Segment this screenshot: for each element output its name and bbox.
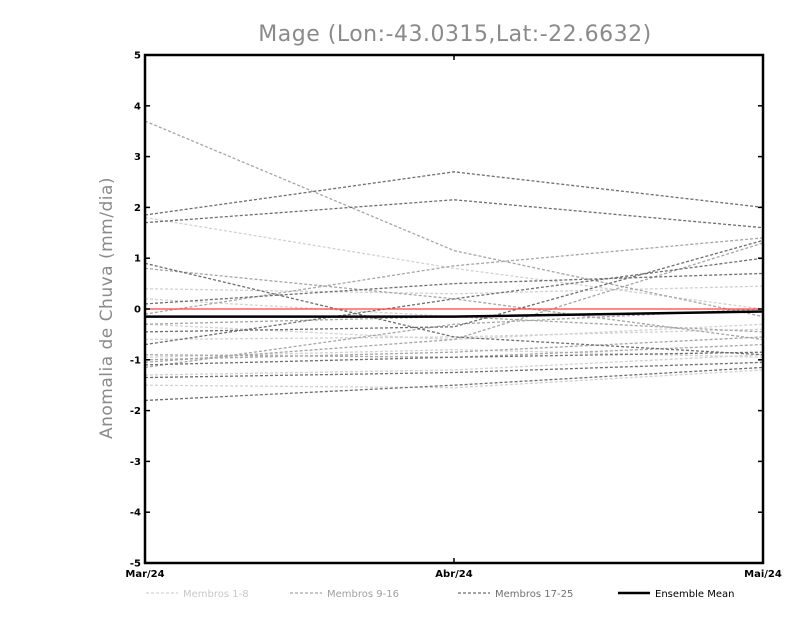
member-line-m04 — [144, 348, 764, 358]
member-line-m08 — [144, 354, 764, 376]
y-axis-label: Anomalia de Chuva (mm/dia) — [97, 177, 117, 439]
y-tick-label: 1 — [134, 254, 141, 265]
member-line-m06 — [144, 328, 764, 341]
y-tick-label: -2 — [130, 406, 141, 417]
member-line-m11 — [144, 237, 764, 315]
y-tick-label: 4 — [134, 101, 141, 112]
legend-label: Membros 17-25 — [495, 589, 573, 600]
member-line-m24 — [144, 239, 764, 333]
chart-title: Mage (Lon:-43.0315,Lat:-22.6632) — [258, 22, 651, 47]
legend-label: Membros 9-16 — [327, 589, 399, 600]
y-tick-label: -1 — [130, 355, 141, 366]
legend: Membros 1-8 Membros 9-16 Membros 17-25 Ense… — [146, 589, 734, 600]
member-line-m14 — [144, 308, 764, 369]
member-line-m20 — [144, 257, 764, 346]
member-line-m01 — [144, 216, 764, 310]
y-tick-label: 3 — [134, 152, 141, 163]
y-tick-labels: 5 4 3 2 1 0 -1 -2 -3 -4 -5 — [130, 51, 141, 570]
member-line-m02 — [144, 285, 764, 295]
ensemble-mean-line — [145, 310, 764, 318]
member-line-m23 — [144, 361, 764, 379]
member-line-m25 — [144, 351, 764, 366]
ensemble-member-lines — [144, 120, 764, 402]
x-tick-label: Abr/24 — [435, 569, 472, 580]
member-line-m15 — [144, 315, 764, 333]
member-line-m17 — [144, 171, 764, 216]
x-tick-label: Mai/24 — [744, 569, 782, 580]
member-line-m19 — [144, 262, 764, 356]
member-line-m21 — [144, 272, 764, 305]
member-line-m16 — [144, 336, 764, 361]
member-line-m13 — [144, 343, 764, 358]
member-line-m09 — [144, 120, 764, 318]
axis-ticks — [144, 54, 764, 564]
y-tick-label: -3 — [130, 457, 141, 468]
legend-label: Ensemble Mean — [655, 589, 734, 600]
x-tick-labels: Mar/24 Abr/24 Mai/24 — [125, 569, 781, 580]
y-tick-label: -5 — [130, 559, 141, 570]
member-line-m03 — [144, 323, 764, 341]
y-tick-label: -4 — [130, 508, 141, 519]
y-tick-label: 5 — [134, 51, 141, 62]
y-tick-label: 2 — [134, 203, 141, 214]
member-line-m12 — [144, 242, 764, 363]
member-line-m05 — [144, 369, 764, 389]
member-line-m18 — [144, 199, 764, 229]
x-tick-label: Mar/24 — [125, 569, 164, 580]
legend-label: Membros 1-8 — [183, 589, 249, 600]
y-tick-label: 0 — [134, 305, 141, 316]
member-line-m22 — [144, 366, 764, 402]
